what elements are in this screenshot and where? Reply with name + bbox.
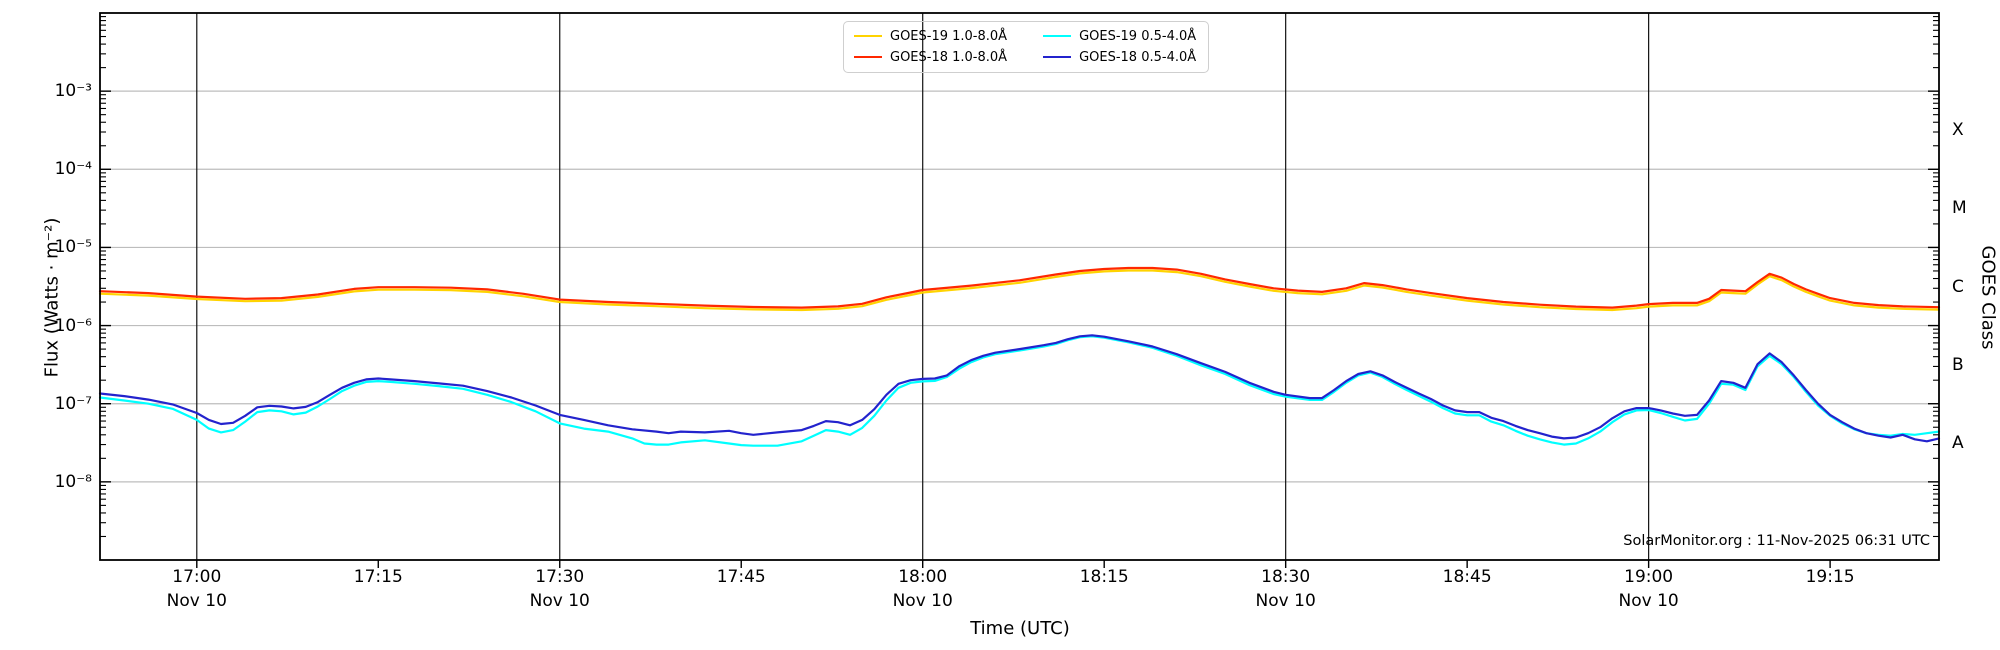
legend-label: GOES-19 1.0-8.0Å xyxy=(890,28,1008,44)
x-tick-label: 18:45 xyxy=(1442,567,1492,587)
x-tick-label: 19:00 xyxy=(1624,567,1674,587)
legend-item-goes19_short: GOES-19 0.5-4.0Å xyxy=(1043,26,1196,46)
legend-line-swatch xyxy=(854,35,882,37)
x-tick-date-label: Nov 10 xyxy=(166,591,227,611)
y-tick-label: 10⁻³ xyxy=(54,81,92,102)
legend-label: GOES-18 0.5-4.0Å xyxy=(1079,49,1197,65)
legend-line-swatch xyxy=(1043,56,1072,58)
series-goes19_short xyxy=(98,335,1941,447)
x-tick-label: 18:30 xyxy=(1261,567,1311,587)
legend-label: GOES-18 1.0-8.0Å xyxy=(890,49,1008,65)
x-tick-label: 19:15 xyxy=(1805,567,1855,587)
legend-item-goes19_long: GOES-19 1.0-8.0Å xyxy=(854,26,1007,46)
y-tick-label: 10⁻⁷ xyxy=(54,393,92,414)
y-tick-label: 10⁻⁸ xyxy=(54,471,92,492)
right-axis-title: GOES Class xyxy=(1977,245,1999,350)
goes-class-letter: C xyxy=(1952,276,1964,297)
plot-frame xyxy=(99,12,1940,561)
y-tick-label: 10⁻⁶ xyxy=(54,315,92,336)
x-tick-label: 17:15 xyxy=(353,567,403,587)
legend-item-goes18_long: GOES-18 1.0-8.0Å xyxy=(854,47,1007,67)
y-tick-label: 10⁻⁵ xyxy=(54,237,92,258)
attribution-text: SolarMonitor.org : 11-Nov-2025 06:31 UTC xyxy=(1623,533,1930,549)
x-tick-label: 17:30 xyxy=(535,567,585,587)
x-tick-date-label: Nov 10 xyxy=(1618,591,1679,611)
x-tick-label: 17:00 xyxy=(172,567,222,587)
goes-class-letter: M xyxy=(1952,198,1967,219)
y-tick-label: 10⁻⁴ xyxy=(54,159,92,180)
legend-line-swatch xyxy=(854,56,882,58)
x-tick-label: 17:45 xyxy=(716,567,766,587)
series-goes18_long xyxy=(98,266,1941,309)
series-goes18_short xyxy=(98,334,1941,443)
goes-class-letter: A xyxy=(1952,432,1964,453)
x-tick-label: 18:00 xyxy=(898,567,948,587)
y-axis-title: Flux (Watts · m⁻²) xyxy=(41,217,63,378)
x-tick-date-label: Nov 10 xyxy=(1255,591,1316,611)
goes-class-letter: B xyxy=(1952,354,1964,375)
legend-line-swatch xyxy=(1043,35,1072,37)
legend: GOES-19 1.0-8.0Å GOES-18 1.0-8.0Å GOES-19 … xyxy=(843,21,1210,73)
legend-label: GOES-19 0.5-4.0Å xyxy=(1079,28,1197,44)
series-goes19_long xyxy=(98,269,1941,312)
x-tick-date-label: Nov 10 xyxy=(529,591,590,611)
x-tick-label: 18:15 xyxy=(1079,567,1129,587)
x-tick-date-label: Nov 10 xyxy=(892,591,953,611)
x-axis-title: Time (UTC) xyxy=(970,618,1070,639)
legend-item-goes18_short: GOES-18 0.5-4.0Å xyxy=(1043,47,1196,67)
goes-class-letter: X xyxy=(1952,120,1964,141)
